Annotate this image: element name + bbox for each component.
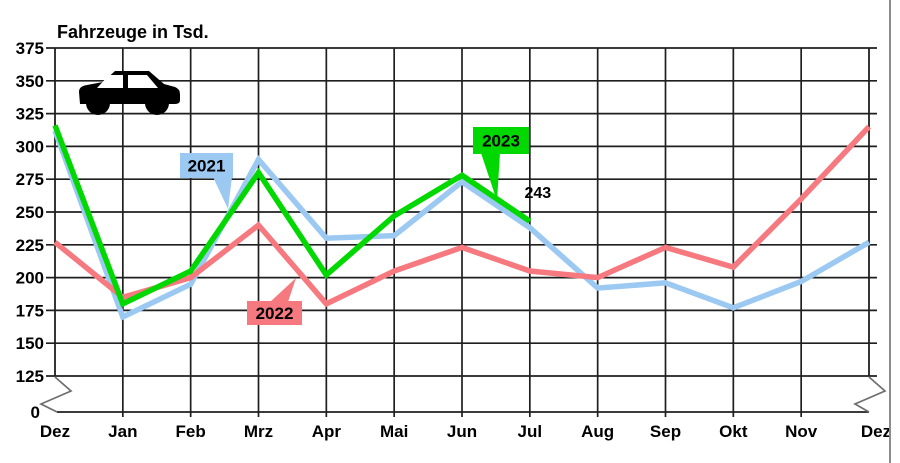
series-line-2022: [53, 124, 872, 308]
series-callout-box: [473, 127, 529, 154]
x-tick-label: Sep: [650, 422, 681, 441]
x-tick-label: Apr: [312, 422, 342, 441]
series-callout-2023: 2023: [473, 127, 529, 201]
page-edge-line: [889, 0, 891, 463]
x-tick-label: Nov: [785, 422, 818, 441]
series-line-2021: [52, 129, 871, 321]
car-front-window: [128, 75, 158, 88]
axis-break-left: [38, 376, 73, 413]
x-tick-label: Okt: [719, 422, 748, 441]
x-tick-label: Jul: [518, 422, 543, 441]
x-tick-label: Dez: [40, 422, 70, 441]
chart-title: Fahrzeuge in Tsd.: [57, 22, 209, 42]
y-tick-label: 275: [16, 170, 44, 189]
y-tick-label: 150: [16, 334, 44, 353]
series-callout-box: [180, 153, 233, 178]
axis-break-right: [853, 376, 887, 413]
car-rear-window: [97, 75, 123, 88]
y-tick-label: 125: [16, 367, 44, 386]
x-tick-label: Mai: [380, 422, 408, 441]
y-zero-label: 0: [31, 403, 40, 422]
y-tick-label: 175: [16, 301, 44, 320]
series-callout-pointer: [481, 153, 500, 201]
x-tick-label: Jan: [108, 422, 137, 441]
car-front-wheel: [145, 91, 169, 115]
y-tick-label: 375: [16, 39, 44, 58]
x-tick-label: Aug: [581, 422, 614, 441]
series-callout-pointer: [270, 278, 296, 302]
x-tick-label: Feb: [176, 422, 206, 441]
series-callout-label: 2022: [256, 304, 294, 323]
y-tick-label: 325: [16, 105, 44, 124]
series-callout-pointer: [213, 177, 232, 209]
series-callout-box: [247, 301, 302, 325]
series-callout-label: 2021: [188, 157, 226, 176]
y-tick-label: 350: [16, 72, 44, 91]
y-tick-label: 225: [16, 236, 44, 255]
x-tick-label: Mrz: [244, 422, 273, 441]
car-rear-wheel: [86, 91, 110, 115]
annotation-value: 243: [524, 185, 551, 202]
x-tick-label: Jun: [447, 422, 477, 441]
series-callout-label: 2023: [482, 132, 520, 151]
series-line-2023: [52, 124, 532, 308]
car-icon: [79, 71, 180, 115]
series-callout-2022: 2022: [247, 278, 302, 325]
y-tick-label: 250: [16, 203, 44, 222]
y-tick-label: 200: [16, 269, 44, 288]
x-tick-label: Dez: [861, 422, 891, 441]
series-callout-2021: 2021: [180, 153, 233, 209]
y-tick-label: 300: [16, 137, 44, 156]
